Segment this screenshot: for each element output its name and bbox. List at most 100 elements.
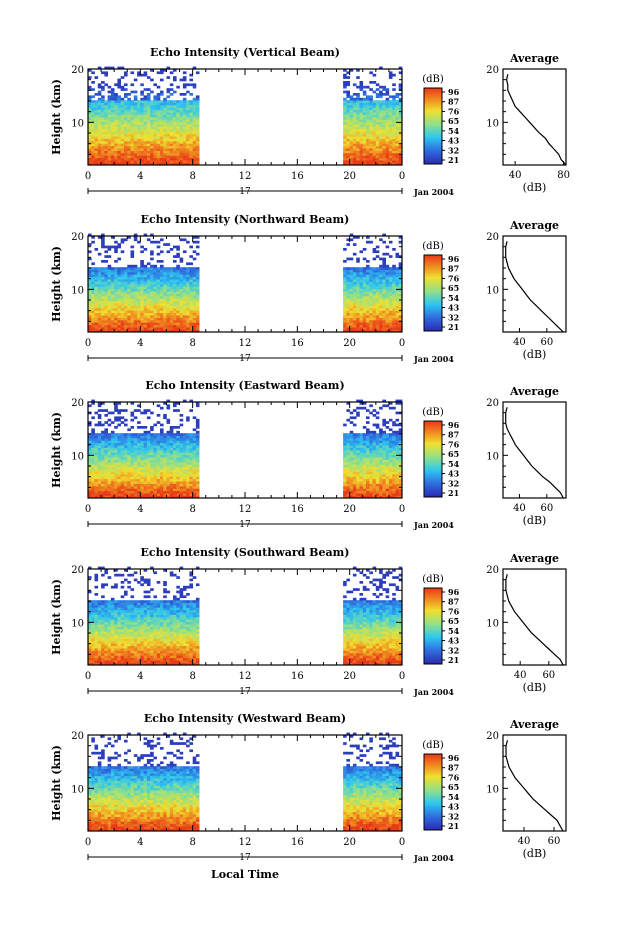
profile-line [505,574,564,666]
heatmap-cells [88,399,403,499]
profile-y-tick-label: 20 [486,565,499,576]
x-tick-label: 12 [239,338,252,349]
x-tick-label: 8 [189,671,195,682]
heatmap-cells [88,233,403,333]
profile-frame [502,235,567,333]
y-tick-label: 10 [71,784,84,795]
colorbar-unit: (dB) [422,740,444,751]
x-tick-label: 16 [291,671,304,682]
x-tick-label: 0 [85,338,91,349]
x-tick-label: 20 [343,504,356,515]
x-tick-label: 0 [399,338,405,349]
x-tick-label: 8 [189,837,195,848]
x-tick-label: 0 [85,504,91,515]
x-tick-label: 20 [343,338,356,349]
date-month-label: Jan 2004 [413,520,454,530]
date-day-label: 17 [239,853,251,863]
colorbar-tick-label: 65 [448,449,459,459]
profile-y-tick-label: 10 [486,118,499,129]
profile-y-tick-label: 20 [486,232,499,243]
date-day-label: 17 [239,520,251,530]
colorbar-tick-label: 87 [448,264,459,274]
profile-x-tick-label: 60 [542,670,555,681]
colorbar-tick-label: 32 [448,645,459,655]
profile-x-tick-label: 40 [513,503,526,514]
colorbar-tick-label: 87 [448,763,459,773]
heatmap-cells [88,732,403,832]
colorbar-unit: (dB) [422,574,444,585]
colorbar-tick-label: 87 [448,597,459,607]
x-tick-label: 4 [137,338,143,349]
date-month-label: Jan 2004 [413,187,454,197]
x-tick-label: 0 [399,504,405,515]
colorbar-tick-label: 43 [448,303,460,313]
x-tick-label: 16 [291,338,304,349]
colorbar-tick-label: 65 [448,782,459,792]
colorbar-tick-label: 76 [448,439,460,449]
y-axis-label: Height (km) [50,579,63,655]
colorbar-tick-label: 54 [448,792,460,802]
x-tick-label: 0 [85,671,91,682]
y-tick-label: 20 [71,731,84,742]
colorbar-tick-label: 21 [448,655,459,665]
x-tick-label: 12 [239,171,252,182]
x-tick-label: 0 [399,671,405,682]
colorbar-tick-label: 43 [448,469,460,479]
profile-x-tick-label: 40 [509,170,522,181]
profile-line [505,74,567,166]
y-axis-label: Height (km) [50,745,63,821]
x-tick-label: 16 [291,504,304,515]
x-tick-label: 12 [239,504,252,515]
colorbar-tick-label: 21 [448,322,459,332]
profile-x-tick-label: 40 [514,670,527,681]
profile-frame [502,734,567,832]
colorbar-tick-label: 87 [448,430,459,440]
date-month-label: Jan 2004 [413,354,454,364]
profile-title: Average [509,52,559,65]
colorbar-tick-label: 32 [448,478,459,488]
y-tick-label: 20 [71,398,84,409]
colorbar-tick-label: 76 [448,273,460,283]
colorbar-tick-label: 96 [448,587,460,597]
colorbar-tick-label: 32 [448,312,459,322]
colorbar-tick-label: 43 [448,136,460,146]
y-tick-label: 10 [71,618,84,629]
y-tick-label: 20 [71,565,84,576]
colorbar-tick-label: 54 [448,626,460,636]
x-tick-label: 8 [189,504,195,515]
profile-frame [502,401,567,499]
x-tick-label: 12 [239,837,252,848]
x-tick-label: 4 [137,171,143,182]
profile-x-tick-label: 40 [513,337,526,348]
profile-x-label: (dB) [523,181,547,194]
colorbar-tick-label: 65 [448,283,459,293]
x-tick-label: 0 [85,837,91,848]
profile-line [505,241,564,333]
profile-title: Average [509,219,559,232]
y-axis-label: Height (km) [50,79,63,155]
colorbar-tick-label: 65 [448,116,459,126]
x-tick-label: 0 [399,837,405,848]
profile-x-label: (dB) [523,847,547,860]
profile-x-label: (dB) [523,514,547,527]
panel-1: Echo Intensity (Northward Beam) 20 10 Heigh… [50,213,567,364]
panel-title: Echo Intensity (Southward Beam) [141,546,350,559]
colorbar-unit: (dB) [422,407,444,418]
colorbar-tick-label: 96 [448,254,460,264]
colorbar [423,587,443,665]
y-tick-label: 10 [71,285,84,296]
panel-0: Echo Intensity (Vertical Beam) 20 10 Height… [50,46,570,197]
y-axis-label: Height (km) [50,412,63,488]
colorbar-tick-label: 21 [448,155,459,165]
profile-x-tick-label: 60 [540,503,553,514]
y-tick-label: 20 [71,232,84,243]
profile-y-tick-label: 10 [486,451,499,462]
heatmap-cells [88,566,403,666]
x-tick-label: 8 [189,171,195,182]
date-day-label: 17 [239,354,251,364]
colorbar-tick-label: 76 [448,772,460,782]
colorbar [423,420,443,498]
y-axis-label: Height (km) [50,246,63,322]
colorbar-tick-label: 54 [448,126,460,136]
